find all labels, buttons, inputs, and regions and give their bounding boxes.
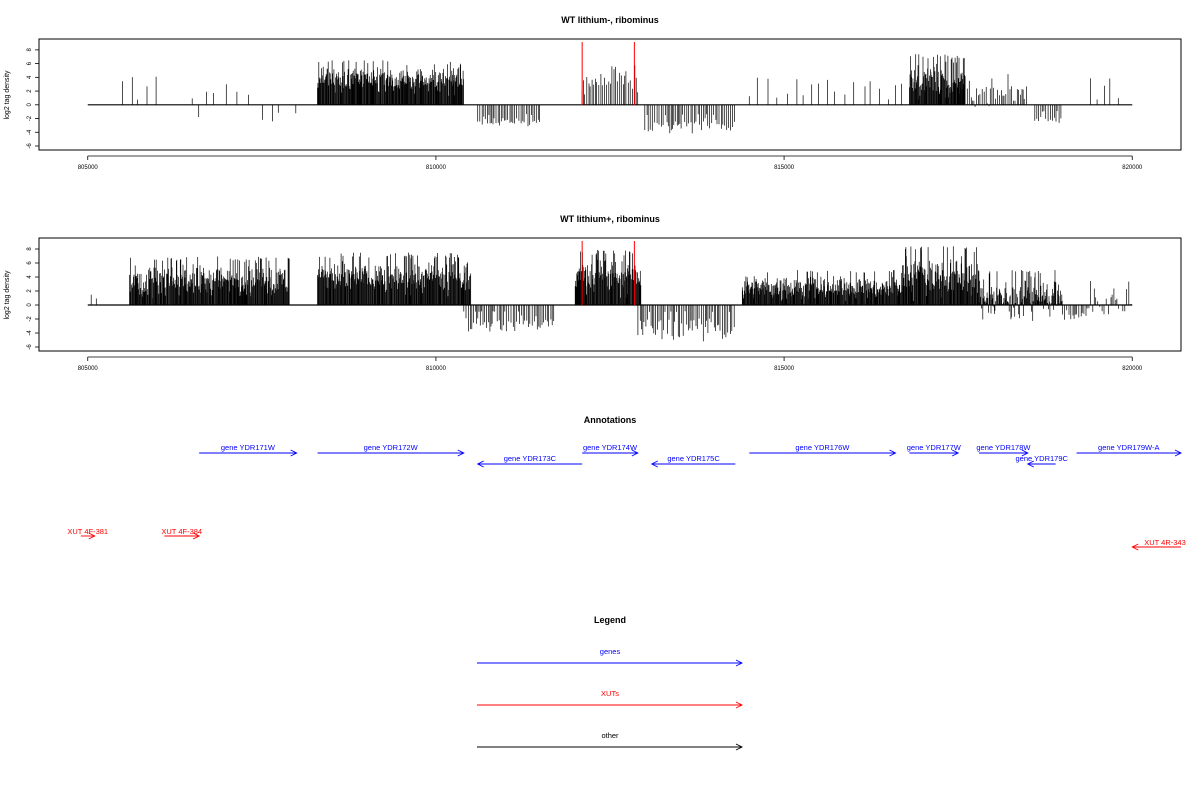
track-plot-2-title: WT lithium+, ribominus	[560, 214, 660, 224]
y-tick-label: -4	[27, 330, 33, 336]
feature-arrow-head	[1021, 449, 1029, 457]
track-plot-1: WT lithium-, ribominus log2 tag density …	[4, 15, 1182, 171]
legend-title: Legend	[594, 615, 626, 625]
gene-label: gene YDR171W	[221, 443, 276, 452]
track-plot-2-x-axis: 805000 810000 815000 820000	[78, 356, 1143, 372]
y-tick-label: -2	[27, 316, 33, 322]
legend-items: genes XUTs other	[477, 647, 744, 751]
legend-item-label: genes	[600, 647, 621, 656]
feature-arrow-head	[631, 449, 639, 457]
gene-label: gene YDR179C	[1016, 454, 1069, 463]
x-tick-label: 805000	[78, 366, 99, 372]
legend-panel: Legend genes XUTs other	[477, 615, 744, 751]
x-tick-label: 815000	[774, 165, 795, 171]
feature-arrow-head	[192, 532, 201, 540]
feature-arrow-head	[650, 460, 658, 468]
y-tick-label: 4	[27, 275, 33, 279]
gene-label: gene YDR176W	[795, 443, 850, 452]
x-tick-label: 810000	[426, 165, 447, 171]
feature-arrow-head	[476, 460, 484, 468]
y-tick-label: -4	[27, 129, 33, 135]
feature-arrow-head	[735, 701, 744, 709]
gene-label: gene YDR172W	[364, 443, 419, 452]
y-tick-label: 2	[27, 289, 33, 293]
y-tick-label: 4	[27, 75, 33, 79]
feature-arrow-head	[290, 449, 298, 457]
y-tick-label: 0	[27, 102, 33, 106]
y-tick-label: -2	[27, 115, 33, 121]
track-plot-2-bars	[87, 241, 1133, 342]
xut-label: XUT 4F-381	[67, 527, 108, 536]
feature-arrow-head	[88, 532, 96, 540]
x-tick-label: 820000	[1122, 165, 1143, 171]
track-plot-1-ylabel: log2 tag density	[4, 70, 11, 120]
gene-label: gene YDR175C	[667, 454, 720, 463]
gene-label: gene YDR177W	[907, 443, 962, 452]
annotations-title: Annotations	[584, 415, 637, 425]
annotations-panel: Annotations gene YDR171W gene YDR172Wgene…	[67, 415, 1186, 551]
gene-label: gene YDR179W-A	[1098, 443, 1159, 452]
gene-label: gene YDR173C	[504, 454, 557, 463]
xut-label: XUT 4R-343	[1144, 538, 1186, 547]
y-tick-label: -6	[27, 143, 33, 149]
y-tick-label: 8	[27, 247, 33, 251]
x-tick-label: 820000	[1122, 366, 1143, 372]
legend-item-label: XUTs	[601, 689, 619, 698]
annotation-features: gene YDR171W gene YDR172W gene YDR173C gene…	[67, 443, 1186, 551]
feature-arrow-head	[1174, 449, 1183, 457]
feature-arrow-head	[457, 449, 465, 457]
y-tick-label: 0	[27, 303, 33, 307]
xut-label: XUT 4F-384	[161, 527, 202, 536]
y-tick-label: 6	[27, 61, 33, 65]
gene-label: gene YDR178W	[976, 443, 1031, 452]
track-plot-1-title: WT lithium-, ribominus	[561, 15, 659, 25]
y-tick-label: 8	[27, 48, 33, 52]
x-tick-label: 810000	[426, 366, 447, 372]
feature-arrow-head	[735, 743, 744, 751]
track-plot-2: WT lithium+, ribominus log2 tag density …	[4, 214, 1182, 372]
gene-label: gene YDR174W	[583, 443, 638, 452]
feature-arrow-head	[1026, 460, 1035, 468]
track-plot-1-x-axis: 805000 810000 815000 820000	[78, 155, 1143, 171]
y-tick-label: -6	[27, 344, 33, 350]
track-plot-2-y-axis: -6 -4 -2 0 2 4 6 8	[27, 247, 40, 350]
track-plot-1-bars	[87, 42, 1133, 134]
feature-arrow-head	[951, 449, 960, 457]
x-tick-label: 815000	[774, 366, 795, 372]
feature-arrow-head	[735, 659, 744, 667]
track-plot-1-y-axis: -6 -4 -2 0 2 4 6 8	[27, 48, 40, 149]
feature-arrow-head	[889, 449, 897, 457]
y-tick-label: 6	[27, 261, 33, 265]
y-tick-label: 2	[27, 89, 33, 93]
feature-arrow-head	[1131, 543, 1139, 551]
track-plot-2-ylabel: log2 tag density	[4, 270, 11, 320]
x-tick-label: 805000	[78, 165, 99, 171]
legend-item-label: other	[601, 731, 619, 740]
